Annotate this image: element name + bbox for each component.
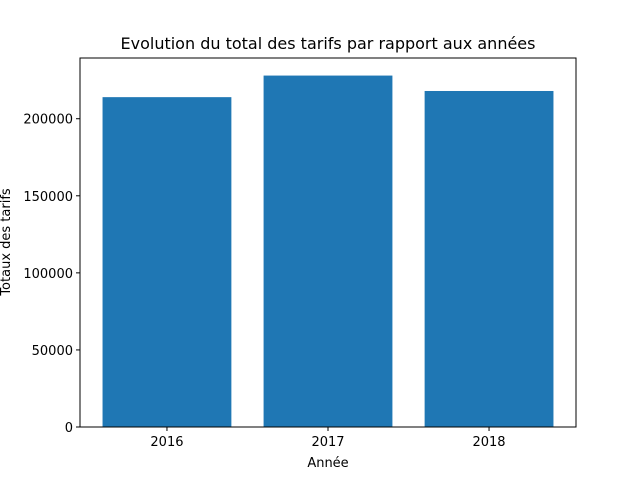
x-tick-label: 2017 [311, 435, 344, 450]
x-tick-label: 2018 [472, 435, 505, 450]
plot-area-frame [79, 57, 577, 428]
x-tick-label: 2016 [150, 435, 183, 450]
y-axis-ticks: 0 50000 100000 150000 200000 [23, 113, 80, 436]
y-tick-label: 100000 [23, 267, 73, 282]
bars-group [102, 75, 554, 428]
y-tick-label: 50000 [32, 344, 73, 359]
x-axis-ticks: 2016 2017 2018 [150, 427, 506, 450]
bar-2017 [263, 75, 393, 428]
y-axis-label: Totaux des tarifs [0, 188, 14, 297]
bar-2016 [102, 97, 232, 427]
bar-2018 [424, 90, 554, 428]
chart-title: Evolution du total des tarifs par rappor… [121, 34, 536, 53]
x-axis-label: Année [307, 456, 348, 471]
y-tick-label: 150000 [23, 190, 73, 205]
y-tick-label: 0 [65, 421, 73, 436]
y-tick-label: 200000 [23, 113, 73, 128]
